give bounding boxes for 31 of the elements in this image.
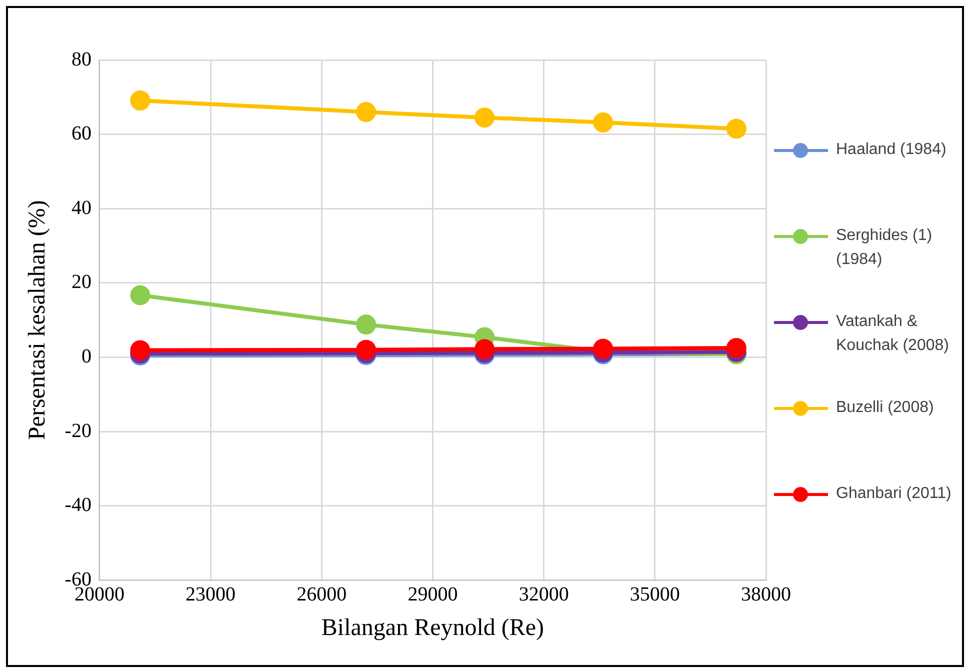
legend-label: Ghanbari (2011) (836, 484, 952, 504)
point (474, 339, 495, 360)
y-tick-label: 60 (71, 122, 92, 145)
legend-label: Serghides (1) (1984) (836, 226, 934, 270)
point (726, 118, 746, 139)
y-tick-label: -40 (64, 494, 92, 516)
point (130, 340, 150, 360)
legend-label: Vatankah & Kouchak (2008) (836, 312, 950, 356)
point (474, 108, 495, 128)
legend-label: Buzelli (2008) (836, 398, 935, 418)
y-tick-label: 80 (71, 48, 92, 70)
legend-label: Haaland (1984) (836, 140, 948, 160)
x-tick-label: 32000 (518, 583, 569, 606)
x-tick-label: 26000 (296, 583, 347, 606)
point (593, 112, 614, 132)
point (726, 338, 746, 358)
y-tick-label: 0 (81, 346, 92, 368)
x-axis-title: Bilangan Reynold (Re) (321, 614, 544, 641)
y-axis-title: Persentasi kesalahan (%) (24, 200, 51, 440)
x-tick-label: 38000 (741, 583, 791, 606)
y-tick-label: 20 (71, 271, 92, 294)
point (356, 314, 376, 335)
point (130, 285, 150, 306)
y-tick-label: 40 (71, 196, 92, 219)
point (356, 340, 376, 360)
x-tick-label: 29000 (408, 583, 458, 606)
x-tick-label: 35000 (630, 583, 680, 606)
y-tick-label: -20 (64, 420, 92, 442)
point (130, 90, 150, 110)
point (356, 102, 376, 122)
x-tick-label: 23000 (186, 583, 236, 606)
